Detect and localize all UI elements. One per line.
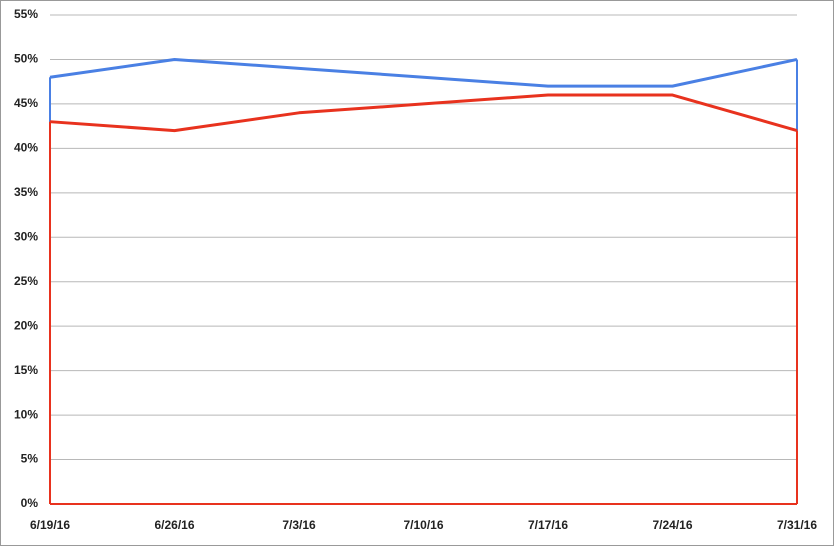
- x-tick-label: 7/31/16: [777, 518, 817, 532]
- x-tick-label: 7/3/16: [282, 518, 316, 532]
- y-tick-label: 55%: [14, 7, 38, 21]
- x-tick-label: 6/19/16: [30, 518, 70, 532]
- y-tick-label: 15%: [14, 363, 38, 377]
- x-tick-label: 7/10/16: [403, 518, 443, 532]
- series-line: [49, 93, 798, 133]
- y-tick-label: 10%: [14, 407, 38, 421]
- y-tick-label: 0%: [21, 496, 39, 510]
- x-tick-label: 7/17/16: [528, 518, 568, 532]
- y-tick-label: 30%: [14, 229, 38, 243]
- y-tick-label: 35%: [14, 185, 38, 199]
- y-tick-label: 25%: [14, 274, 38, 288]
- y-tick-label: 50%: [14, 52, 38, 66]
- series-line: [49, 57, 798, 88]
- y-tick-label: 20%: [14, 318, 38, 332]
- y-tick-label: 5%: [21, 452, 39, 466]
- x-tick-label: 7/24/16: [652, 518, 692, 532]
- x-tick-label: 6/26/16: [154, 518, 194, 532]
- y-tick-label: 45%: [14, 96, 38, 110]
- y-tick-label: 40%: [14, 141, 38, 155]
